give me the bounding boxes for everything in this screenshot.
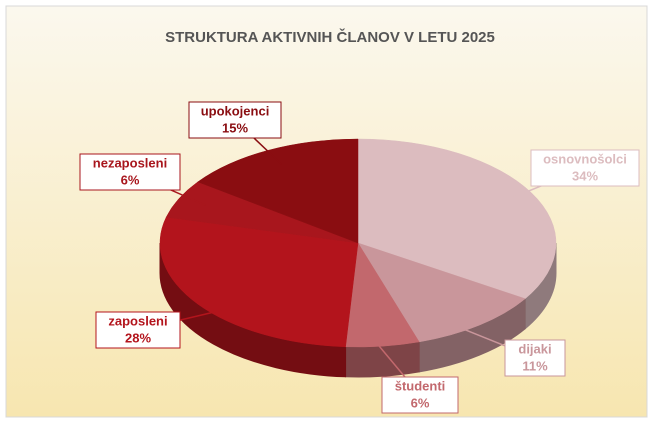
slice [357, 242, 526, 343]
category-label: dijaki [518, 341, 551, 356]
category-label: nezaposleni [93, 155, 167, 170]
value-label: 15% [222, 120, 248, 135]
value-label: 6% [411, 395, 430, 410]
slice [357, 138, 557, 300]
label-box [95, 311, 181, 349]
label-box [381, 376, 459, 414]
category-label: upokojenci [201, 103, 270, 118]
category-label: zaposleni [108, 313, 167, 328]
value-label: 6% [121, 172, 140, 187]
label-box [530, 149, 640, 187]
label-box [188, 101, 282, 139]
slice [197, 138, 359, 244]
chart-title: STRUKTURA AKTIVNIH ČLANOV V LETU 2025 [165, 28, 495, 46]
category-label: študenti [395, 378, 446, 393]
value-label: 28% [125, 330, 151, 345]
slice [159, 216, 359, 348]
category-label: osnovnošolci [543, 151, 627, 166]
value-label: 11% [522, 358, 548, 373]
label-box [504, 339, 566, 377]
value-label: 34% [572, 168, 598, 183]
label-box [79, 153, 181, 191]
